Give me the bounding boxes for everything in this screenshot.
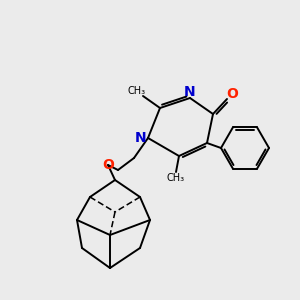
Text: CH₃: CH₃ bbox=[167, 173, 185, 183]
Text: O: O bbox=[102, 158, 114, 172]
Text: CH₃: CH₃ bbox=[128, 86, 146, 96]
Text: N: N bbox=[135, 131, 147, 145]
Text: N: N bbox=[184, 85, 196, 99]
Text: O: O bbox=[226, 87, 238, 101]
